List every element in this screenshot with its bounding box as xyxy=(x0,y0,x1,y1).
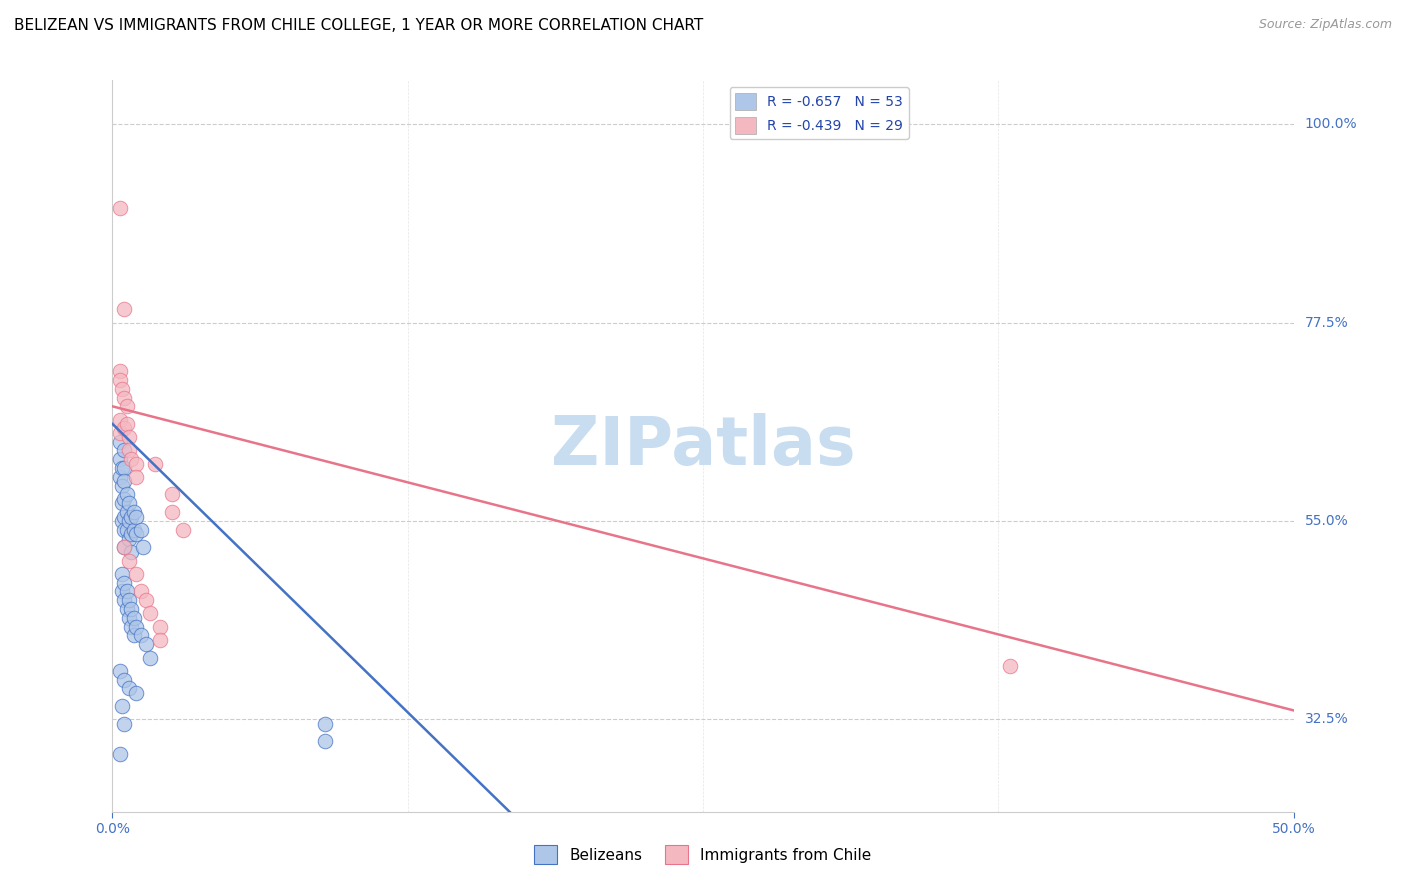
Point xyxy=(108,434,131,449)
Point xyxy=(108,747,131,762)
Point xyxy=(118,681,141,696)
Point xyxy=(135,637,157,651)
Point xyxy=(139,650,162,665)
Point xyxy=(118,514,141,528)
Point xyxy=(125,457,148,471)
Point xyxy=(149,632,172,647)
Point xyxy=(120,602,142,616)
Point xyxy=(118,496,141,510)
Point xyxy=(120,527,142,541)
Point xyxy=(132,541,155,555)
Point xyxy=(125,620,148,634)
Point xyxy=(125,686,148,700)
Text: BELIZEAN VS IMMIGRANTS FROM CHILE COLLEGE, 1 YEAR OR MORE CORRELATION CHART: BELIZEAN VS IMMIGRANTS FROM CHILE COLLEG… xyxy=(14,18,703,33)
Point xyxy=(112,443,135,458)
Point xyxy=(108,412,131,426)
Point xyxy=(112,421,135,435)
Point xyxy=(112,541,135,555)
Point xyxy=(111,478,134,492)
Point xyxy=(118,532,141,546)
Text: 32.5%: 32.5% xyxy=(1305,712,1348,726)
Point xyxy=(314,734,336,748)
Point xyxy=(112,575,135,590)
Point xyxy=(122,523,145,537)
Point xyxy=(115,584,138,599)
Point xyxy=(118,443,141,458)
Point xyxy=(118,593,141,607)
Point xyxy=(111,514,134,528)
Point xyxy=(120,452,142,467)
Point xyxy=(115,417,138,431)
Point xyxy=(108,373,131,387)
Text: 77.5%: 77.5% xyxy=(1305,316,1348,330)
Point xyxy=(112,461,135,475)
Point xyxy=(125,566,148,581)
Point xyxy=(118,430,141,444)
Point xyxy=(122,628,145,642)
Point xyxy=(122,611,145,625)
Point xyxy=(160,505,183,519)
Point xyxy=(122,505,145,519)
Point xyxy=(115,602,138,616)
Point xyxy=(112,541,135,555)
Point xyxy=(120,509,142,524)
Text: 55.0%: 55.0% xyxy=(1305,514,1348,528)
Point xyxy=(120,545,142,559)
Point xyxy=(314,716,336,731)
Point xyxy=(111,698,134,713)
Point xyxy=(111,382,134,396)
Point xyxy=(118,553,141,567)
Point xyxy=(112,593,135,607)
Point xyxy=(149,620,172,634)
Point xyxy=(129,584,152,599)
Point xyxy=(108,664,131,678)
Point xyxy=(112,391,135,405)
Point xyxy=(129,523,152,537)
Point xyxy=(108,452,131,467)
Point xyxy=(118,611,141,625)
Point xyxy=(115,400,138,414)
Point xyxy=(112,302,135,317)
Point xyxy=(112,491,135,506)
Point xyxy=(129,628,152,642)
Text: 100.0%: 100.0% xyxy=(1305,118,1357,131)
Point xyxy=(115,487,138,501)
Point xyxy=(125,527,148,541)
Point xyxy=(172,523,194,537)
Point xyxy=(160,487,183,501)
Point xyxy=(108,425,131,440)
Point xyxy=(115,523,138,537)
Point xyxy=(115,505,138,519)
Point xyxy=(143,457,166,471)
Point xyxy=(112,673,135,687)
Point xyxy=(112,716,135,731)
Point xyxy=(998,659,1021,673)
Point xyxy=(125,470,148,484)
Point xyxy=(108,364,131,378)
Point xyxy=(111,584,134,599)
Point xyxy=(139,607,162,621)
Legend: Belizeans, Immigrants from Chile: Belizeans, Immigrants from Chile xyxy=(529,839,877,870)
Point xyxy=(111,496,134,510)
Point xyxy=(111,566,134,581)
Point xyxy=(111,461,134,475)
Point xyxy=(120,620,142,634)
Point xyxy=(108,201,131,215)
Point xyxy=(112,475,135,489)
Text: ZIPatlas: ZIPatlas xyxy=(551,413,855,479)
Point xyxy=(112,509,135,524)
Text: Source: ZipAtlas.com: Source: ZipAtlas.com xyxy=(1258,18,1392,31)
Point xyxy=(125,509,148,524)
Point xyxy=(112,523,135,537)
Point xyxy=(108,470,131,484)
Point xyxy=(135,593,157,607)
